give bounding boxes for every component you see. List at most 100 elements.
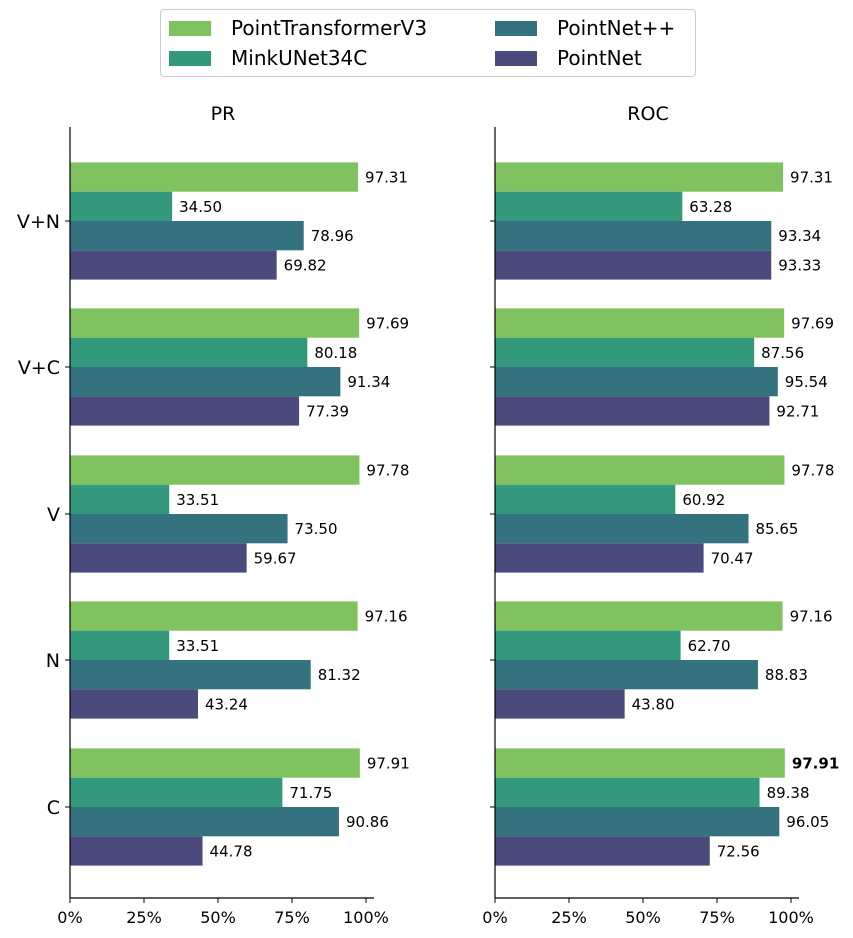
- bar: [70, 250, 277, 280]
- bar: [70, 162, 359, 192]
- data-label: 63.28: [689, 198, 732, 216]
- legend-swatch-pointnet: [495, 50, 537, 66]
- data-label: 93.33: [778, 256, 821, 274]
- data-label: 97.31: [365, 169, 408, 187]
- data-label: 89.38: [767, 784, 810, 802]
- bar: [70, 543, 247, 573]
- data-label: 81.32: [318, 666, 361, 684]
- legend-item-pointtransformerv3: PointTransformerV3: [169, 16, 427, 40]
- data-label: 91.34: [347, 373, 390, 391]
- bar: [495, 221, 772, 251]
- bar: [70, 777, 283, 807]
- bar: [495, 308, 785, 338]
- data-label: 43.80: [632, 695, 675, 713]
- bar: [495, 836, 710, 866]
- data-label: 97.31: [790, 169, 833, 187]
- category-label: V+N: [17, 211, 60, 233]
- data-label: 97.78: [366, 462, 409, 480]
- data-label: 59.67: [254, 549, 297, 567]
- data-label: 71.75: [289, 784, 332, 802]
- bar: [495, 514, 749, 544]
- legend-swatch-pointtransformerv3: [169, 20, 211, 36]
- bar: [70, 221, 304, 251]
- legend-swatch-minkunet34c: [169, 50, 211, 66]
- data-label: 97.69: [366, 315, 409, 333]
- bar: [70, 630, 170, 660]
- bar: [495, 748, 785, 778]
- data-label: 96.05: [786, 813, 829, 831]
- panel-title: PR: [211, 103, 236, 125]
- x-tick-label: 75%: [699, 908, 735, 927]
- x-tick-label: 25%: [126, 908, 162, 927]
- category-label: N: [46, 650, 60, 672]
- x-tick-label: 25%: [551, 908, 587, 927]
- data-label: 78.96: [311, 227, 354, 245]
- data-label: 62.70: [688, 637, 731, 655]
- bar: [70, 396, 300, 426]
- legend-swatch-pointnetpp: [495, 20, 537, 36]
- x-tick-label: 0%: [482, 908, 507, 927]
- x-tick-label: 100%: [343, 908, 389, 927]
- x-tick-label: 0%: [57, 908, 82, 927]
- legend-label: PointTransformerV3: [231, 16, 428, 40]
- bar: [70, 514, 288, 544]
- data-label: 97.91: [367, 755, 410, 773]
- bar: [495, 191, 683, 221]
- bar: [495, 601, 783, 631]
- category-label: C: [47, 797, 60, 819]
- x-tick-label: 50%: [200, 908, 236, 927]
- bar: [495, 543, 704, 573]
- bar: [70, 308, 360, 338]
- data-label: 97.69: [791, 315, 834, 333]
- bar: [495, 162, 784, 192]
- panel-title: ROC: [627, 103, 668, 125]
- category-label: V: [47, 504, 60, 526]
- data-label: 72.56: [717, 842, 760, 860]
- bar: [495, 367, 778, 397]
- category-label: V+C: [18, 357, 60, 379]
- data-label: 43.24: [205, 695, 248, 713]
- legend: PointTransformerV3 MinkUNet34C PointNet+…: [160, 9, 696, 77]
- data-label: 34.50: [179, 198, 222, 216]
- bar: [70, 601, 358, 631]
- data-label: 73.50: [295, 520, 338, 538]
- bar: [495, 689, 625, 719]
- bar: [70, 367, 341, 397]
- data-label: 60.92: [682, 491, 725, 509]
- data-label: 97.16: [365, 608, 408, 626]
- data-label: 44.78: [210, 842, 253, 860]
- bar: [495, 484, 676, 514]
- bar: [70, 689, 198, 719]
- bar: [70, 807, 339, 837]
- data-label: 93.34: [778, 227, 821, 245]
- legend-label: PointNet++: [557, 16, 676, 40]
- legend-label: MinkUNet34C: [231, 46, 368, 70]
- x-tick-label: 75%: [274, 908, 310, 927]
- bar: [495, 807, 780, 837]
- data-label: 33.51: [176, 637, 219, 655]
- legend-label: PointNet: [557, 46, 642, 70]
- bar: [495, 455, 785, 485]
- bar: [70, 836, 203, 866]
- data-label: 95.54: [785, 373, 828, 391]
- bar: [70, 191, 173, 221]
- data-label: 90.86: [346, 813, 389, 831]
- x-tick-label: 50%: [625, 908, 661, 927]
- data-label: 92.71: [776, 402, 819, 420]
- data-label: 97.78: [791, 462, 834, 480]
- data-label: 69.82: [284, 256, 327, 274]
- data-label: 87.56: [761, 344, 804, 362]
- bar: [70, 660, 311, 690]
- data-label: 97.16: [790, 608, 833, 626]
- bar: [70, 484, 170, 514]
- bar: [70, 455, 360, 485]
- bar: [70, 337, 308, 367]
- data-label: 70.47: [711, 549, 754, 567]
- bar: [495, 660, 758, 690]
- legend-item-minkunet34c: MinkUNet34C: [169, 46, 367, 70]
- legend-item-pointnet: PointNet: [495, 46, 642, 70]
- legend-item-pointnetpp: PointNet++: [495, 16, 675, 40]
- data-label: 33.51: [176, 491, 219, 509]
- bar: [495, 630, 681, 660]
